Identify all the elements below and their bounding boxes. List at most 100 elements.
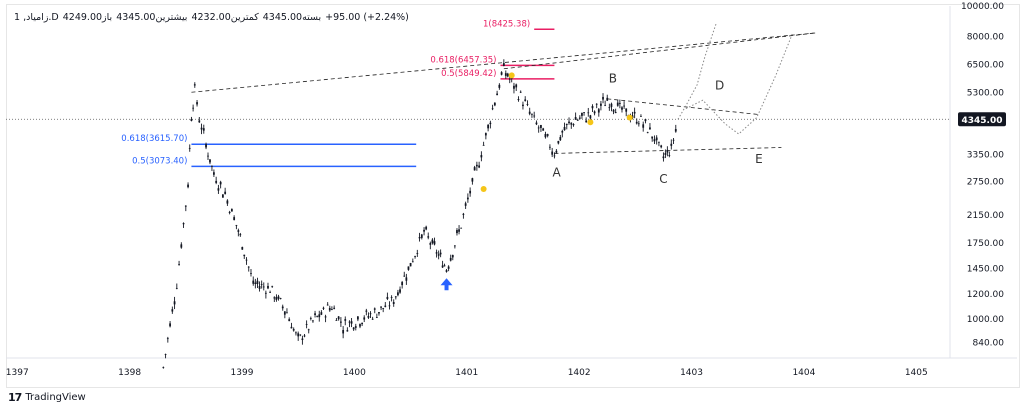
candle-body <box>337 316 340 320</box>
candle-body <box>407 266 410 270</box>
wave-label: B <box>609 71 617 85</box>
candle-body <box>414 256 416 257</box>
candle-body <box>288 319 291 322</box>
candle-body <box>464 203 467 206</box>
candle-body <box>221 194 224 198</box>
candle-body <box>373 308 376 310</box>
candle-body <box>207 155 209 157</box>
legend-close: 4345.00بسته <box>262 12 322 23</box>
candle-body <box>193 84 196 86</box>
candle-body <box>316 315 319 317</box>
candle-body <box>312 320 314 322</box>
candle-body <box>456 230 458 234</box>
legend-change: +95.00 (+2.24%) <box>325 12 409 23</box>
candle-body <box>526 104 529 105</box>
candle-body <box>572 124 575 126</box>
candle-body <box>498 84 501 88</box>
candle-body <box>668 155 671 156</box>
candle-body <box>356 316 359 320</box>
candle-body <box>196 102 198 105</box>
candle-body <box>411 261 414 263</box>
candle-body <box>549 146 551 148</box>
candle-body <box>363 317 366 320</box>
x-tick-label: 1402 <box>568 368 591 378</box>
y-tick-label: 8000.00 <box>967 32 1004 42</box>
y-tick-label: 1450.00 <box>967 264 1004 274</box>
candle-body <box>587 112 590 114</box>
candle-body <box>309 318 312 319</box>
candle-body <box>247 266 250 268</box>
candle-body <box>600 103 602 106</box>
candle-body <box>487 124 490 129</box>
candle-body <box>346 330 349 332</box>
candle-body <box>581 112 583 116</box>
candle-body <box>649 127 651 130</box>
candle-body <box>403 275 406 277</box>
candle-body <box>292 329 295 331</box>
candle-body <box>528 111 531 114</box>
candle-body <box>640 116 642 117</box>
candle-body <box>502 63 505 66</box>
candle-body <box>384 305 387 307</box>
candle-body <box>625 108 628 112</box>
candle-body <box>260 284 263 285</box>
candle-body <box>392 302 395 305</box>
candle-body <box>297 333 300 337</box>
candle-body <box>606 97 609 101</box>
candle-body <box>480 155 483 158</box>
candle-body <box>585 120 588 123</box>
x-tick-label: 1404 <box>792 368 815 378</box>
candle-body <box>546 134 549 136</box>
candle-body <box>328 308 331 311</box>
candle-body <box>281 306 284 309</box>
last-price-tag <box>958 112 1006 127</box>
candle-body <box>589 115 592 119</box>
candle-body <box>164 354 167 355</box>
candle-body <box>478 165 481 168</box>
candle-body <box>269 292 271 293</box>
candle-body <box>239 234 242 236</box>
candle-body <box>359 324 361 327</box>
candle-body <box>441 265 444 268</box>
legend-symbol: 1 ,زامیاد.D <box>14 12 59 23</box>
candle-body <box>583 112 585 113</box>
yellow-marker <box>480 186 487 193</box>
x-tick-label: 1401 <box>455 368 478 378</box>
candle-body <box>469 190 472 194</box>
candle-body <box>348 321 351 323</box>
candle-body <box>551 151 554 155</box>
candle-body <box>431 239 434 244</box>
fib-level-label: 1(8425.38) <box>483 19 530 29</box>
candle-body <box>209 159 211 163</box>
trendline <box>607 98 759 115</box>
candle-body <box>324 316 327 318</box>
chart-legend: 1 ,زامیاد.D 4249.00باز 4345.00بیشترین 42… <box>14 12 409 23</box>
candle-body <box>513 85 515 89</box>
candle-body <box>252 280 255 284</box>
fib-level-label: 0.5(5849.42) <box>441 69 496 79</box>
brand-label[interactable]: TradingView <box>25 392 86 403</box>
candle-body <box>437 254 440 256</box>
candle-body <box>305 324 308 325</box>
candle-body <box>344 319 347 321</box>
candle-body <box>286 312 288 314</box>
candle-body <box>635 121 638 124</box>
candle-body <box>243 254 246 257</box>
candle-body <box>614 111 617 114</box>
y-tick-label: 3350.00 <box>967 151 1004 161</box>
candle-body <box>425 226 428 230</box>
candle-body <box>213 172 215 175</box>
candle-body <box>591 106 594 109</box>
candle-body <box>409 262 412 267</box>
candle-body <box>553 155 556 157</box>
yellow-marker <box>508 72 515 79</box>
candle-body <box>653 139 656 142</box>
candle-body <box>198 120 201 123</box>
candle-body <box>449 257 452 261</box>
candle-body <box>576 119 579 121</box>
candle-body <box>162 367 165 368</box>
candle-body <box>399 289 401 293</box>
candle-body <box>420 234 423 238</box>
candle-body <box>568 121 570 124</box>
